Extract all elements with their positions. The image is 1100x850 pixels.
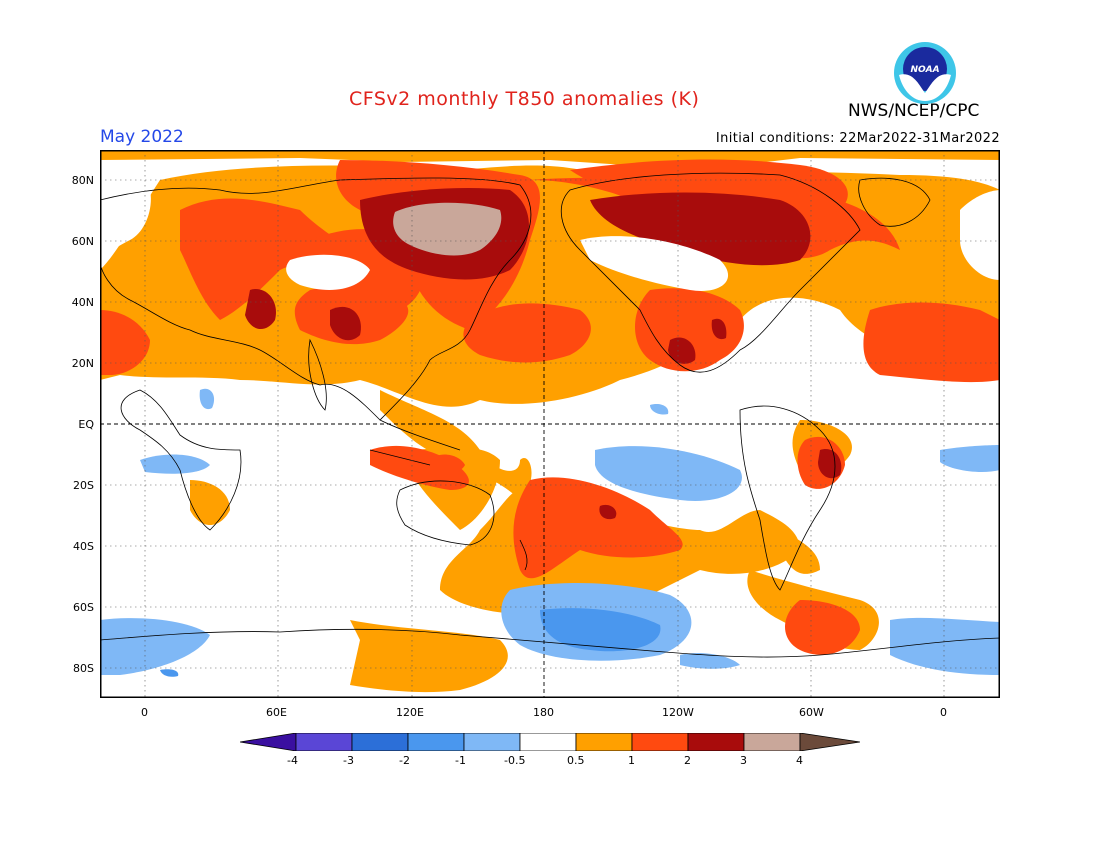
noaa-logo-icon: NOAA xyxy=(894,42,956,104)
colorbar-cell xyxy=(351,733,409,751)
colorbar-label: -3 xyxy=(343,754,354,767)
forecast-month: May 2022 xyxy=(100,127,184,147)
equator-and-dateline xyxy=(100,150,1000,698)
colorbar-label: -1 xyxy=(455,754,466,767)
lat-label: 80S xyxy=(73,662,94,675)
lat-label: 20S xyxy=(73,479,94,492)
coastlines xyxy=(100,172,1000,658)
colorbar-label: -2 xyxy=(399,754,410,767)
lon-label: 60E xyxy=(266,706,287,719)
chart-title: CFSv2 monthly T850 anomalies (K) xyxy=(349,88,700,110)
lon-label: 0 xyxy=(940,706,947,719)
lon-label: 120W xyxy=(662,706,694,719)
colorbar-label: 0.5 xyxy=(567,754,585,767)
lat-lon-grid xyxy=(100,150,1000,698)
map-frame xyxy=(100,150,1000,698)
colorbar-cell xyxy=(743,733,801,751)
colorbar-right-extension xyxy=(799,733,860,751)
colorbar-label: -4 xyxy=(287,754,298,767)
lat-label: 20N xyxy=(71,357,94,370)
lon-label: 180 xyxy=(533,706,554,719)
lat-label: 80N xyxy=(71,174,94,187)
svg-text:NOAA: NOAA xyxy=(910,65,939,75)
anomaly-map xyxy=(100,150,1000,698)
lat-label: EQ xyxy=(78,418,94,431)
lat-label: 60N xyxy=(71,235,94,248)
extreme-warm-anomaly-region xyxy=(393,202,502,256)
colorbar-cell xyxy=(687,733,745,751)
colorbar-cell xyxy=(295,733,353,751)
colorbar xyxy=(240,733,860,751)
colorbar-label: 4 xyxy=(796,754,803,767)
lon-label: 0 xyxy=(141,706,148,719)
lon-label: 60W xyxy=(799,706,824,719)
colorbar-left-extension xyxy=(240,733,297,751)
colorbar-label: 1 xyxy=(628,754,635,767)
colorbar-label: 3 xyxy=(740,754,747,767)
lat-label: 40N xyxy=(71,296,94,309)
colorbar-cell xyxy=(463,733,521,751)
colorbar-cell xyxy=(631,733,689,751)
colorbar-label: -0.5 xyxy=(504,754,526,767)
lat-label: 60S xyxy=(73,601,94,614)
lon-label: 120E xyxy=(396,706,424,719)
colorbar-cell xyxy=(407,733,465,751)
moderate-cool-anomaly-regions xyxy=(160,608,661,677)
near-normal-regions xyxy=(100,170,1000,291)
colorbar-cell xyxy=(519,733,577,751)
lat-label: 40S xyxy=(73,540,94,553)
colorbar-cell xyxy=(575,733,633,751)
colorbar-label: 2 xyxy=(684,754,691,767)
agency-label: NWS/NCEP/CPC xyxy=(848,101,980,121)
initial-conditions: Initial conditions: 22Mar2022-31Mar2022 xyxy=(715,131,1000,146)
